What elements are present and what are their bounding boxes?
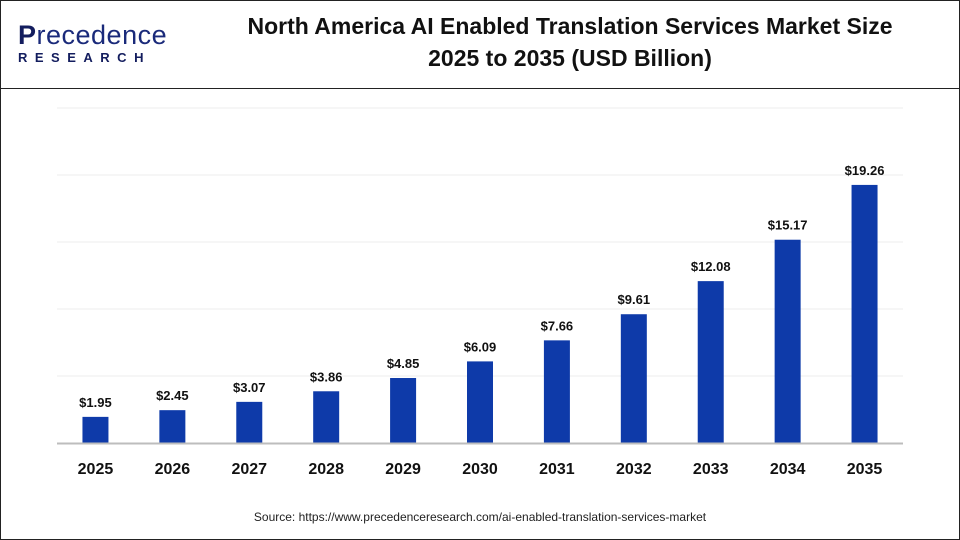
data-label-2031: $7.66 — [541, 318, 574, 333]
bar-2029 — [390, 378, 417, 443]
x-tick-2033: 2033 — [693, 461, 729, 478]
bar-2033 — [697, 281, 724, 443]
header-divider — [0, 88, 960, 89]
x-tick-2025: 2025 — [78, 461, 114, 478]
data-label-2027: $3.07 — [233, 380, 266, 395]
data-label-2030: $6.09 — [464, 339, 497, 354]
x-tick-2026: 2026 — [155, 461, 191, 478]
chart-title: North America AI Enabled Translation Ser… — [200, 10, 940, 74]
data-label-2028: $3.86 — [310, 369, 343, 384]
data-label-2034: $15.17 — [768, 218, 808, 233]
precedence-research-logo: Precedence RESEARCH — [18, 20, 168, 66]
bar-2030 — [467, 361, 493, 443]
bar-2025 — [82, 416, 109, 443]
logo-initial: P — [18, 20, 37, 50]
data-label-2025: $1.95 — [79, 395, 112, 410]
x-tick-2029: 2029 — [385, 461, 421, 478]
bar-2031 — [543, 340, 570, 443]
data-label-2032: $9.61 — [618, 292, 651, 307]
bar-2035 — [851, 184, 878, 443]
bar-2032 — [620, 314, 647, 443]
data-label-2035: $19.26 — [845, 163, 885, 178]
x-tick-2030: 2030 — [462, 461, 498, 478]
data-label-2033: $12.08 — [691, 259, 731, 274]
logo-main-text: recedence — [36, 20, 168, 50]
chart-title-line1: North America AI Enabled Translation Ser… — [247, 13, 893, 39]
x-tick-2028: 2028 — [308, 461, 344, 478]
x-tick-2027: 2027 — [231, 461, 267, 478]
x-tick-2035: 2035 — [847, 461, 883, 478]
data-label-2029: $4.85 — [387, 356, 420, 371]
x-tick-2034: 2034 — [770, 461, 806, 478]
bar-2028 — [313, 391, 340, 443]
source-text: Source: https://www.precedenceresearch.c… — [253, 510, 707, 524]
x-tick-2031: 2031 — [539, 461, 575, 478]
bar-2027 — [236, 401, 263, 443]
chart-title-line2: 2025 to 2035 (USD Billion) — [428, 45, 712, 71]
bar-2026 — [159, 410, 186, 443]
bar-2034 — [774, 239, 801, 443]
x-tick-2032: 2032 — [616, 461, 652, 478]
logo-sub-text: RESEARCH — [18, 50, 151, 65]
data-label-2026: $2.45 — [156, 388, 189, 403]
